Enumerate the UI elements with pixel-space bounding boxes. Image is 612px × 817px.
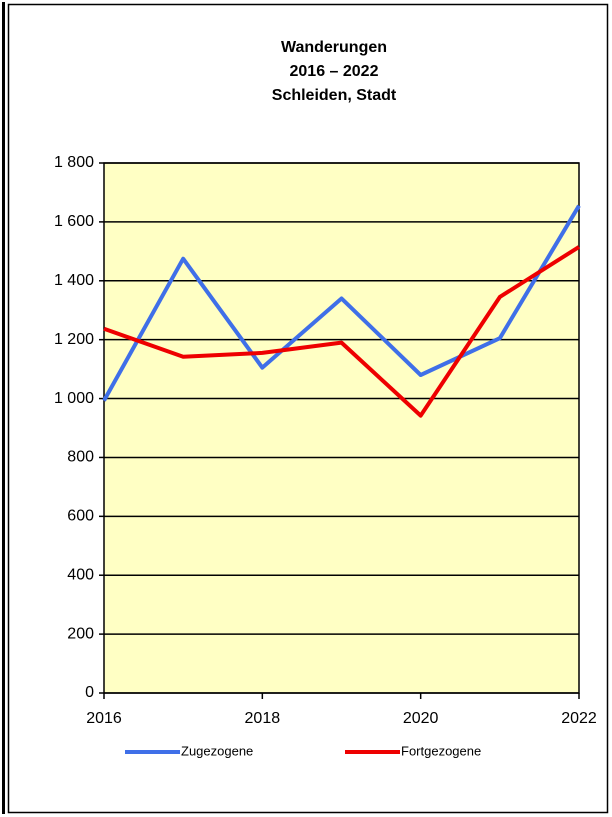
chart-title: Wanderungen [281,39,387,56]
y-tick-label: 1 400 [54,272,94,289]
x-tick-label: 2022 [561,710,597,727]
y-tick-label: 1 000 [54,390,94,407]
x-tick-label: 2018 [245,710,281,727]
y-tick-label: 1 200 [54,331,94,348]
y-tick-label: 1 600 [54,213,94,230]
x-tick-label: 2020 [403,710,439,727]
legend-label: Zugezogene [181,743,253,758]
chart-title: Schleiden, Stadt [272,87,397,104]
x-tick-label: 2016 [86,710,122,727]
frame-edge [2,2,5,814]
y-tick-label: 1 800 [54,154,94,171]
y-tick-label: 200 [67,625,94,642]
chart-title: 2016 – 2022 [290,63,379,80]
plot-area [103,162,580,694]
y-tick-label: 400 [67,566,94,583]
series-line [103,245,581,418]
series-line [102,204,581,402]
y-tick-label: 0 [85,684,94,701]
y-tick-label: 800 [67,449,94,466]
y-tick-label: 600 [67,508,94,525]
legend-label: Fortgezogene [401,743,481,758]
